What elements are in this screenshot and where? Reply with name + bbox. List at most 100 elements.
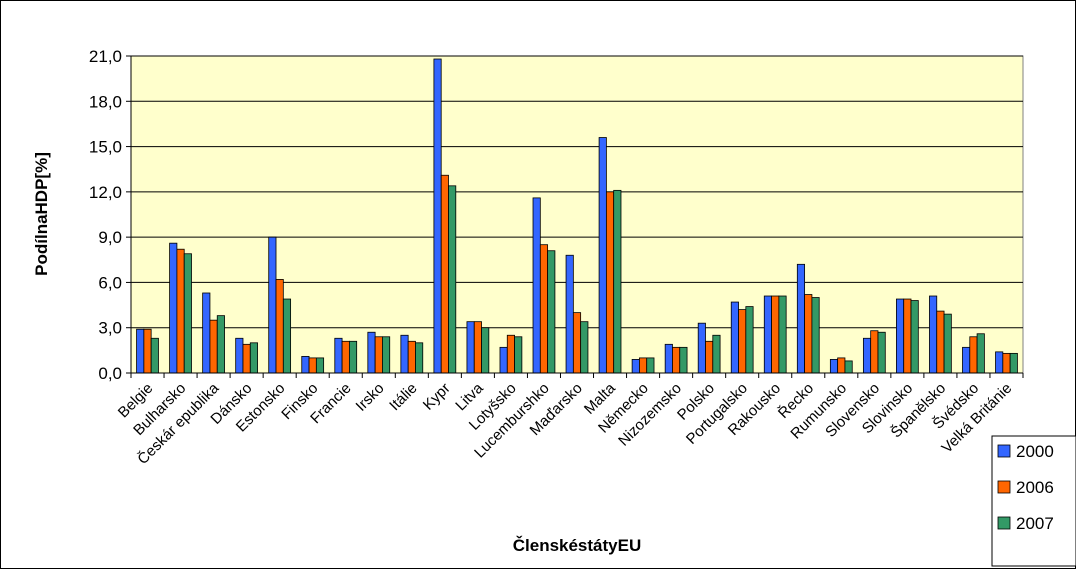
bar-2006 [275, 279, 284, 374]
bar-2006 [308, 357, 317, 374]
bar-2000 [268, 236, 277, 374]
bar-2007 [249, 342, 258, 374]
y-tick-label: 9,0 [98, 228, 122, 247]
legend-swatch-2006 [997, 480, 1011, 494]
bar-2007 [150, 337, 159, 374]
bar-2006 [639, 357, 648, 374]
bar-2007 [348, 340, 358, 374]
bar-2006 [903, 298, 912, 374]
bar-2007 [514, 336, 523, 374]
bar-2006 [176, 248, 185, 374]
bar-2006 [473, 321, 482, 374]
bar-2007 [877, 331, 886, 374]
bar-2007 [646, 357, 655, 374]
legend-items: 2000 2006 2007 [997, 442, 1054, 533]
legend-label-2006: 2006 [1016, 478, 1054, 497]
bar-2000 [995, 351, 1004, 374]
bar-2007 [778, 295, 787, 374]
bar-2006 [738, 309, 747, 374]
bar-2006 [209, 319, 218, 374]
bar-2000 [829, 359, 839, 374]
bar-2000 [367, 331, 376, 374]
x-axis-title: ČlenskéstátyEU [513, 536, 642, 555]
bar-2000 [896, 298, 905, 374]
bar-2006 [506, 334, 515, 374]
legend-swatch-2000 [997, 444, 1011, 458]
bar-2007 [580, 321, 589, 374]
bar-2006 [374, 336, 383, 374]
bar-2007 [547, 250, 556, 374]
bar-2000 [433, 58, 442, 374]
bar-2006 [341, 340, 350, 374]
bar-2006 [440, 174, 449, 374]
bar-2007 [216, 315, 225, 374]
bar-2007 [943, 313, 952, 374]
bar-2006 [242, 343, 251, 374]
y-tick-label: 18,0 [89, 92, 122, 111]
bar-2000 [334, 337, 343, 374]
bar-2000 [466, 321, 475, 374]
bar-2006 [1002, 352, 1011, 374]
bar-2000 [631, 359, 640, 374]
bar-2007 [613, 189, 622, 374]
bar-2006 [870, 330, 879, 374]
y-tick-label: 15,0 [89, 138, 122, 157]
bar-2000 [730, 301, 739, 374]
bar-2006 [936, 310, 945, 374]
y-tick-label: 21,0 [89, 47, 122, 66]
bar-2007 [282, 298, 292, 374]
bar-2007 [712, 334, 721, 374]
y-tick-label: 0,0 [98, 364, 122, 383]
bar-2007 [481, 327, 490, 374]
bar-2006 [572, 312, 582, 374]
bar-2000 [169, 242, 178, 374]
bar-2006 [407, 340, 416, 374]
bar-2000 [499, 346, 508, 374]
bar-2007 [844, 360, 853, 374]
bar-2000 [862, 337, 872, 374]
bar-2006 [804, 294, 813, 374]
bar-2000 [796, 263, 806, 374]
bar-2007 [415, 342, 424, 374]
bar-2006 [143, 328, 152, 374]
bar-2000 [598, 137, 607, 374]
bar-2007 [183, 253, 192, 374]
bar-2007 [679, 346, 688, 374]
bars [136, 58, 1018, 374]
bar-2000 [532, 197, 541, 374]
bar-2007 [745, 306, 754, 374]
bar-2006 [539, 244, 549, 374]
bar-2007 [910, 300, 919, 374]
legend-box [991, 435, 1076, 567]
bar-2006 [837, 357, 846, 374]
bar-2007 [1009, 352, 1018, 374]
bar-2006 [969, 336, 978, 374]
legend-label-2007: 2007 [1016, 514, 1054, 533]
bar-2007 [976, 333, 985, 374]
legend: 2000 2006 2007 [991, 435, 1076, 567]
bar-2000 [235, 337, 244, 374]
bar-2000 [763, 295, 772, 374]
bar-2000 [136, 328, 145, 374]
bar-2007 [448, 185, 457, 374]
bar-2000 [962, 346, 971, 374]
bar-2006 [672, 346, 681, 374]
bar-2000 [202, 292, 211, 374]
y-axis-title: PodílnaHDP[%] [32, 152, 51, 276]
bar-2000 [664, 343, 673, 374]
y-tick-label: 3,0 [98, 319, 122, 338]
bar-2007 [382, 336, 391, 374]
legend-label-2000: 2000 [1016, 442, 1054, 461]
bar-2006 [705, 340, 714, 374]
y-tick-label: 6,0 [98, 273, 122, 292]
bar-2000 [301, 355, 310, 374]
bar-2000 [400, 334, 409, 374]
bar-2000 [565, 254, 574, 374]
bar-2006 [605, 191, 615, 374]
bar-2006 [771, 295, 780, 374]
bar-2000 [697, 322, 706, 374]
bar-2007 [315, 357, 325, 374]
legend-swatch-2007 [997, 516, 1011, 530]
y-tick-label: 12,0 [89, 183, 122, 202]
